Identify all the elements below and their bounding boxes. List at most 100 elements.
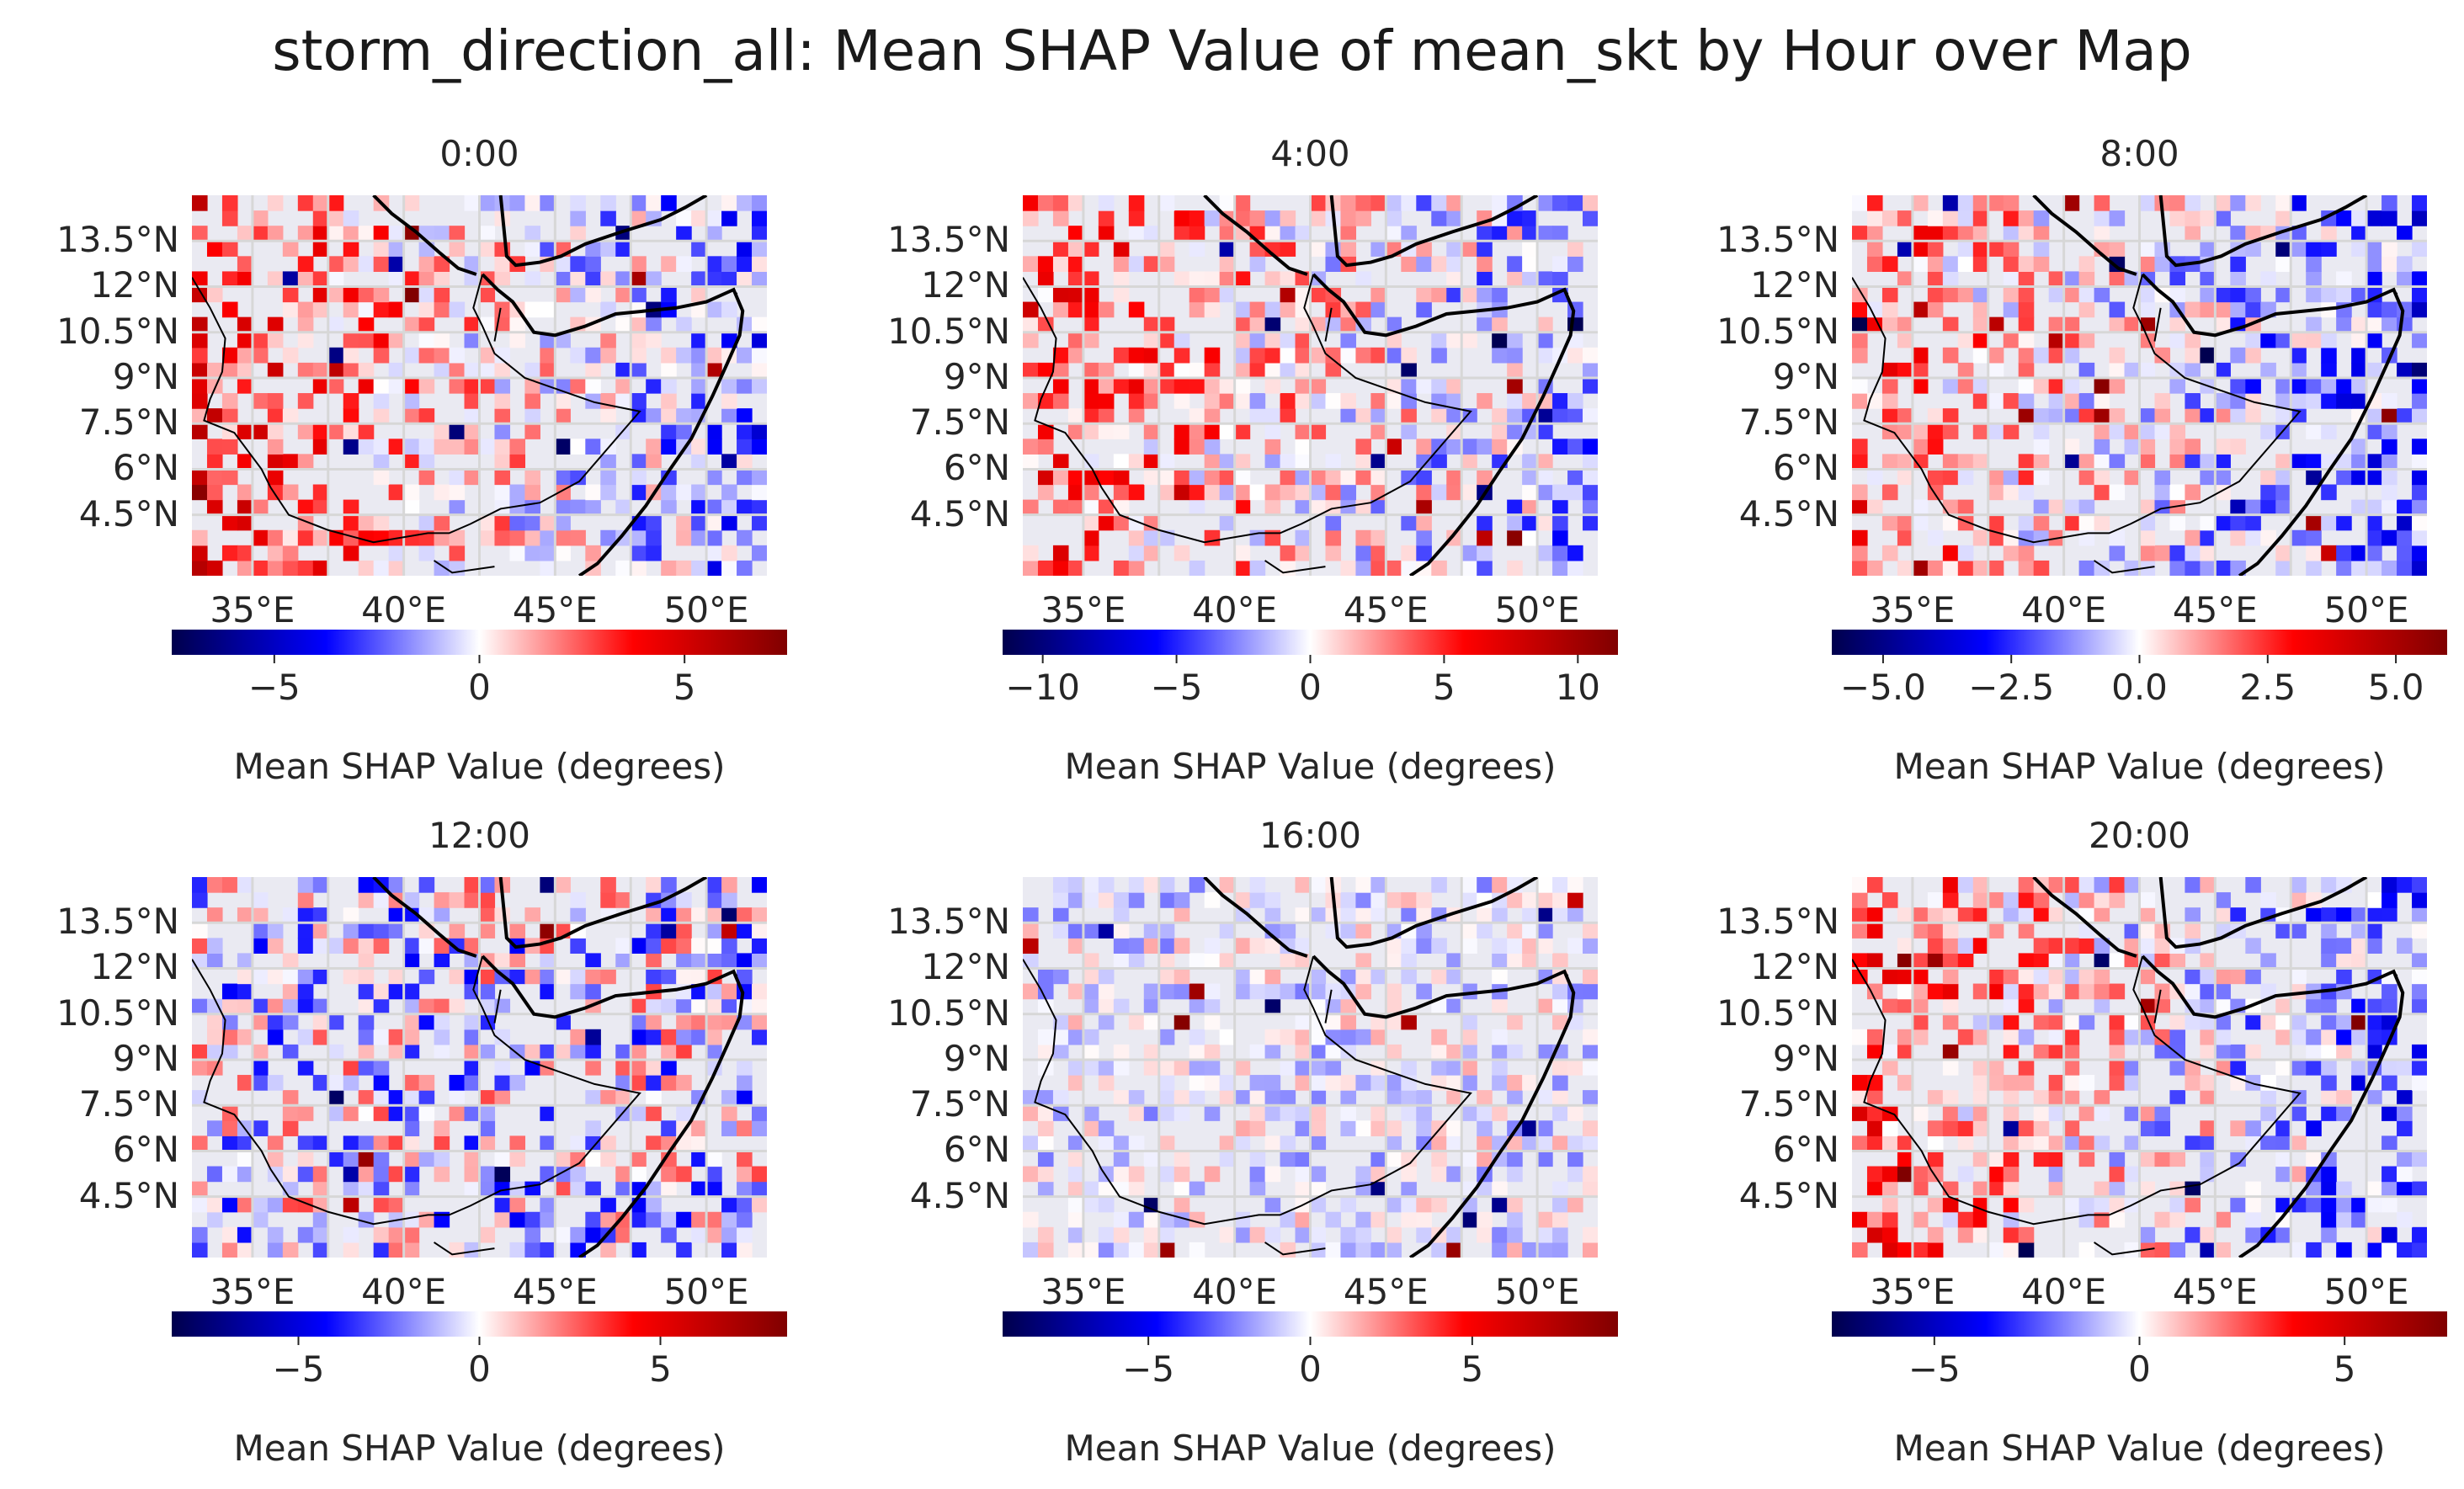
heatmap-cell <box>1492 968 1508 985</box>
heatmap-cell <box>600 408 616 424</box>
heatmap-cell <box>509 484 526 501</box>
heatmap-cell <box>540 1196 556 1213</box>
heatmap-cell <box>297 892 314 908</box>
heatmap-cell <box>221 408 238 424</box>
heatmap-cell <box>1234 499 1251 516</box>
heatmap-cell <box>1446 332 1462 348</box>
heatmap-cell <box>2078 362 2095 379</box>
colorbar <box>172 630 787 655</box>
heatmap-cell <box>540 953 556 970</box>
heatmap-cell <box>1234 560 1251 576</box>
heatmap-cell <box>737 1090 753 1106</box>
heatmap-cell <box>1173 938 1190 954</box>
heatmap-cell <box>1310 1059 1327 1076</box>
heatmap-cell <box>1083 1181 1099 1198</box>
heatmap-cell <box>2200 1075 2216 1091</box>
heatmap-cell <box>631 1211 647 1228</box>
heatmap-cell <box>2109 1211 2126 1228</box>
heatmap-cell <box>2063 1075 2080 1091</box>
heatmap-cell <box>2382 1242 2397 1258</box>
heatmap-cell <box>192 529 208 546</box>
heatmap-cell <box>706 560 722 576</box>
heatmap-cell <box>1143 393 1160 409</box>
heatmap-cell <box>2321 484 2337 501</box>
heatmap-cell <box>691 362 707 379</box>
heatmap-cell <box>1143 256 1160 272</box>
heatmap-cell <box>2321 1226 2337 1243</box>
heatmap-cell <box>1325 362 1342 379</box>
heatmap-cell <box>2094 226 2110 242</box>
heatmap-cell <box>2321 226 2337 242</box>
heatmap-cell <box>2351 469 2367 486</box>
heatmap-cell <box>1098 469 1115 486</box>
heatmap-cell <box>312 1135 329 1152</box>
country-border <box>1852 274 2302 544</box>
heatmap-cell <box>691 907 707 923</box>
heatmap-cell <box>2366 408 2382 424</box>
heatmap-cell <box>1386 998 1402 1015</box>
heatmap-cell <box>1567 1135 1583 1152</box>
heatmap-cell <box>237 545 253 561</box>
heatmap-cell <box>343 332 359 348</box>
heatmap-cell <box>434 953 450 970</box>
heatmap-cell <box>1264 892 1281 908</box>
heatmap-cell <box>1143 423 1160 439</box>
heatmap-cell <box>615 1090 631 1106</box>
heatmap-cell <box>509 1211 526 1228</box>
heatmap-cell <box>1234 968 1251 985</box>
heatmap-cell <box>2109 347 2126 364</box>
heatmap-cell <box>2169 545 2186 561</box>
heatmap-cell <box>1957 469 1974 486</box>
heatmap-cell <box>2169 1090 2186 1106</box>
heatmap-cell <box>1988 241 2004 257</box>
heatmap-cell <box>1264 484 1281 501</box>
map-lines <box>1023 877 1576 1258</box>
heatmap-cell <box>2033 1135 2050 1152</box>
heatmap-cell <box>1912 923 1929 939</box>
heatmap-cell <box>297 998 314 1015</box>
heatmap-cell <box>1023 953 1039 970</box>
heatmap-cell <box>2245 241 2261 257</box>
heatmap-cell <box>646 408 662 424</box>
heatmap-cell <box>1477 560 1493 576</box>
heatmap-cell <box>479 1226 496 1243</box>
heatmap-cell <box>1401 1211 1417 1228</box>
heatmap-cell <box>282 286 299 303</box>
heatmap-cell <box>1234 271 1251 288</box>
heatmap-cell <box>221 439 238 455</box>
heatmap-cell <box>418 514 435 531</box>
figure-title: storm_direction_all: Mean SHAP Value of … <box>272 19 2192 83</box>
heatmap-cell <box>1234 1226 1251 1243</box>
heatmap-cell <box>1852 377 1868 394</box>
heatmap-cell <box>1583 514 1598 531</box>
heatmap-cell <box>1219 1135 1236 1152</box>
heatmap-cell <box>1583 1044 1598 1061</box>
heatmap-cell <box>1897 983 1913 1000</box>
heatmap-cell <box>1942 998 1959 1015</box>
heatmap-cell <box>403 499 420 516</box>
heatmap-cell <box>1037 1181 1054 1198</box>
heatmap-cell <box>2351 226 2367 242</box>
heatmap-cell <box>449 923 466 939</box>
heatmap-cell <box>2336 1013 2352 1030</box>
heatmap-cell <box>1537 1226 1553 1243</box>
heatmap-cell <box>1083 316 1099 333</box>
heatmap-cell <box>1507 1151 1523 1167</box>
heatmap-cell <box>1881 256 1898 272</box>
heatmap-cell <box>1446 256 1462 272</box>
heatmap-cell <box>2291 877 2307 893</box>
heatmap-cell <box>1552 877 1568 893</box>
heatmap-cell <box>2366 560 2382 576</box>
heatmap-cell <box>1052 1044 1069 1061</box>
heatmap-cell <box>2291 529 2307 546</box>
heatmap-cell <box>479 286 496 303</box>
heatmap-cell <box>494 256 511 272</box>
heatmap-cell <box>1401 195 1417 211</box>
heatmap-cell <box>1340 408 1357 424</box>
heatmap-cell <box>2124 1135 2141 1152</box>
heatmap-cell <box>267 529 284 546</box>
heatmap-cell <box>1431 377 1447 394</box>
heatmap-cell <box>1522 469 1538 486</box>
heatmap-cell <box>1052 907 1069 923</box>
heatmap-cell <box>1942 454 1959 471</box>
